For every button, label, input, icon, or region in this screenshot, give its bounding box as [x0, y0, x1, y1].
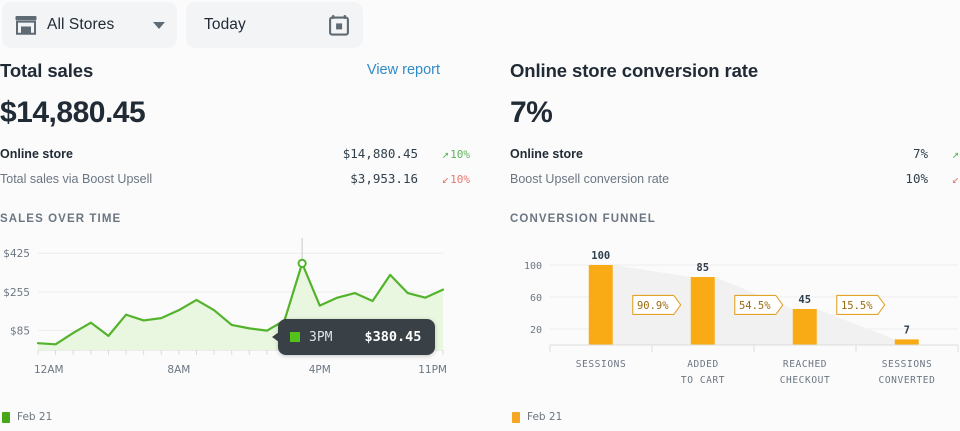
- svg-text:100: 100: [524, 261, 542, 272]
- svg-text:4PM: 4PM: [309, 364, 331, 376]
- svg-text:$425: $425: [3, 248, 30, 260]
- calendar-icon: [329, 14, 349, 36]
- svg-text:8AM: 8AM: [167, 364, 190, 376]
- svg-text:100: 100: [591, 250, 610, 262]
- total-sales-panel: Total sales View report $14,880.45 Onlin…: [0, 60, 470, 431]
- status-badge: ↗ 10%: [928, 147, 960, 161]
- svg-text:TO CART: TO CART: [681, 375, 725, 386]
- delta-value: 10%: [450, 172, 470, 186]
- conversion-funnel-chart[interactable]: 100 60 20 100 85 45 7 90.9% 54.5% 15.5% SESSIONS AD…: [510, 235, 960, 395]
- page-title: Total sales: [0, 60, 94, 81]
- sales-over-time-chart[interactable]: $425 $255 $85 12AM 8AM 4PM 11PM: [0, 235, 470, 380]
- svg-text:7: 7: [904, 324, 910, 336]
- svg-text:CONVERTED: CONVERTED: [879, 375, 936, 386]
- conversion-rate-value: 7%: [510, 96, 553, 129]
- svg-text:15.5%: 15.5%: [841, 300, 873, 312]
- sales-over-time-label: SALES OVER TIME: [0, 213, 122, 225]
- svg-text:45: 45: [798, 294, 811, 306]
- legend-swatch-icon: [2, 411, 10, 423]
- svg-text:12AM: 12AM: [34, 364, 64, 376]
- svg-text:85: 85: [696, 262, 709, 274]
- view-report-link[interactable]: View report: [366, 62, 440, 78]
- delta-value: 10%: [450, 147, 470, 161]
- arrow-up-icon: ↗: [441, 147, 450, 161]
- svg-text:90.9%: 90.9%: [637, 300, 669, 312]
- svg-text:SESSIONS: SESSIONS: [882, 359, 933, 370]
- legend-swatch-icon: [512, 411, 520, 423]
- store-icon: [15, 16, 37, 35]
- row-value: 7%: [912, 146, 928, 161]
- arrow-down-icon: ↙: [441, 172, 450, 186]
- arrow-up-icon: ↗: [951, 147, 960, 161]
- store-selector[interactable]: All Stores: [2, 2, 177, 48]
- row-value: $3,953.16: [350, 171, 418, 186]
- list-item: Boost Upsell conversion rate 10% ↙ 10%: [510, 171, 960, 191]
- conversion-rate-header: Online store conversion rate: [510, 60, 960, 86]
- list-item: Total sales via Boost Upsell $3,953.16 ↙…: [0, 171, 470, 191]
- row-label: Online store: [510, 147, 583, 161]
- tooltip-time: 3PM: [309, 329, 333, 345]
- status-badge: ↗ 10%: [418, 147, 470, 161]
- date-range-label: Today: [204, 16, 246, 33]
- list-item: Online store $14,880.45 ↗ 10%: [0, 146, 470, 166]
- svg-text:$255: $255: [3, 287, 30, 299]
- svg-text:54.5%: 54.5%: [739, 300, 771, 312]
- total-sales-header: Total sales View report: [0, 60, 470, 86]
- svg-text:ADDED: ADDED: [687, 359, 719, 370]
- list-item: Online store 7% ↗ 10%: [510, 146, 960, 166]
- chevron-down-icon: [153, 21, 165, 29]
- conversion-rate-panel: Online store conversion rate 7% Online s…: [510, 60, 960, 431]
- row-value: 10%: [905, 171, 928, 186]
- legend-label: Feb 21: [527, 411, 563, 423]
- conversion-rate-breakdown: Online store 7% ↗ 10% Boost Upsell conve…: [510, 146, 960, 191]
- row-label: Online store: [0, 147, 73, 161]
- svg-text:$85: $85: [10, 326, 30, 338]
- svg-text:CHECKOUT: CHECKOUT: [780, 375, 831, 386]
- tooltip-swatch-icon: [290, 332, 300, 342]
- svg-text:SESSIONS: SESSIONS: [576, 359, 627, 370]
- row-label: Boost Upsell conversion rate: [510, 172, 670, 186]
- tooltip-value: $380.45: [364, 329, 422, 345]
- svg-text:REACHED: REACHED: [783, 359, 827, 370]
- date-range-selector[interactable]: Today: [186, 2, 363, 48]
- chart-tooltip: 3PM $380.45: [271, 319, 436, 355]
- total-sales-value: $14,880.45: [0, 96, 146, 129]
- arrow-down-icon: ↙: [951, 172, 960, 186]
- row-value: $14,880.45: [342, 146, 418, 161]
- page-title: Online store conversion rate: [510, 60, 759, 81]
- status-badge: ↙ 10%: [928, 172, 960, 186]
- legend-label: Feb 21: [17, 411, 53, 423]
- row-label: Total sales via Boost Upsell: [0, 172, 153, 186]
- store-selector-label: All Stores: [47, 16, 115, 33]
- conversion-funnel-label: CONVERSION FUNNEL: [510, 213, 656, 225]
- svg-text:60: 60: [530, 293, 542, 304]
- total-sales-breakdown: Online store $14,880.45 ↗ 10% Total sale…: [0, 146, 470, 191]
- top-toolbar: All Stores Today: [0, 0, 960, 52]
- legend-sales-over-time[interactable]: Feb 21: [2, 411, 52, 423]
- status-badge: ↙ 10%: [418, 172, 470, 186]
- svg-text:11PM: 11PM: [418, 364, 447, 376]
- legend-conversion-funnel[interactable]: Feb 21: [512, 411, 562, 423]
- svg-text:20: 20: [530, 325, 542, 336]
